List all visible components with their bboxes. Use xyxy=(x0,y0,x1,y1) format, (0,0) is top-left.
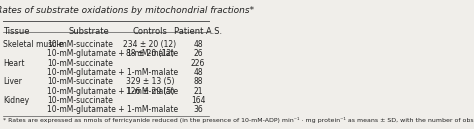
Text: 10-mM-glutamate + 1-mM-malate: 10-mM-glutamate + 1-mM-malate xyxy=(47,49,179,58)
Text: 234 ± 20 (12): 234 ± 20 (12) xyxy=(123,40,176,49)
Text: 10-mM-glutamate + 1-mM-malate: 10-mM-glutamate + 1-mM-malate xyxy=(47,105,179,114)
Text: Tissue: Tissue xyxy=(3,27,30,36)
Text: Kidney: Kidney xyxy=(3,96,29,105)
Text: 10-mM-succinate: 10-mM-succinate xyxy=(47,59,113,68)
Text: 226: 226 xyxy=(191,59,205,68)
Text: 36: 36 xyxy=(193,105,203,114)
Text: Table 1. Rates of substrate oxidations by mitochondrial fractions*: Table 1. Rates of substrate oxidations b… xyxy=(0,6,254,15)
Text: 26: 26 xyxy=(193,49,203,58)
Text: Controls: Controls xyxy=(133,27,167,36)
Text: 88: 88 xyxy=(193,77,203,86)
Text: 10-mM-glutamate + 1-mM-malate: 10-mM-glutamate + 1-mM-malate xyxy=(47,68,179,77)
Text: 164: 164 xyxy=(191,96,205,105)
Text: 48: 48 xyxy=(193,68,203,77)
Text: Substrate: Substrate xyxy=(69,27,109,36)
Text: 10-mM-succinate: 10-mM-succinate xyxy=(47,40,113,49)
Text: * Rates are expressed as nmols of ferricyanide reduced (in the presence of 10-mM: * Rates are expressed as nmols of ferric… xyxy=(3,117,474,123)
Text: 10-mM-succinate: 10-mM-succinate xyxy=(47,77,113,86)
Text: 329 ± 13 (5): 329 ± 13 (5) xyxy=(126,77,174,86)
Text: Heart: Heart xyxy=(3,59,25,68)
Text: 10-mM-succinate: 10-mM-succinate xyxy=(47,96,113,105)
Text: 88 ± 20 (12): 88 ± 20 (12) xyxy=(126,49,174,58)
Text: Patient A.S.: Patient A.S. xyxy=(174,27,222,36)
Text: Liver: Liver xyxy=(3,77,22,86)
Text: 21: 21 xyxy=(193,87,203,96)
Text: 10-mM-glutamate + 1-mM-malate: 10-mM-glutamate + 1-mM-malate xyxy=(47,87,179,96)
Text: 126 ± 29 (5): 126 ± 29 (5) xyxy=(126,87,174,96)
Text: Skeletal muscle: Skeletal muscle xyxy=(3,40,64,49)
Text: 48: 48 xyxy=(193,40,203,49)
